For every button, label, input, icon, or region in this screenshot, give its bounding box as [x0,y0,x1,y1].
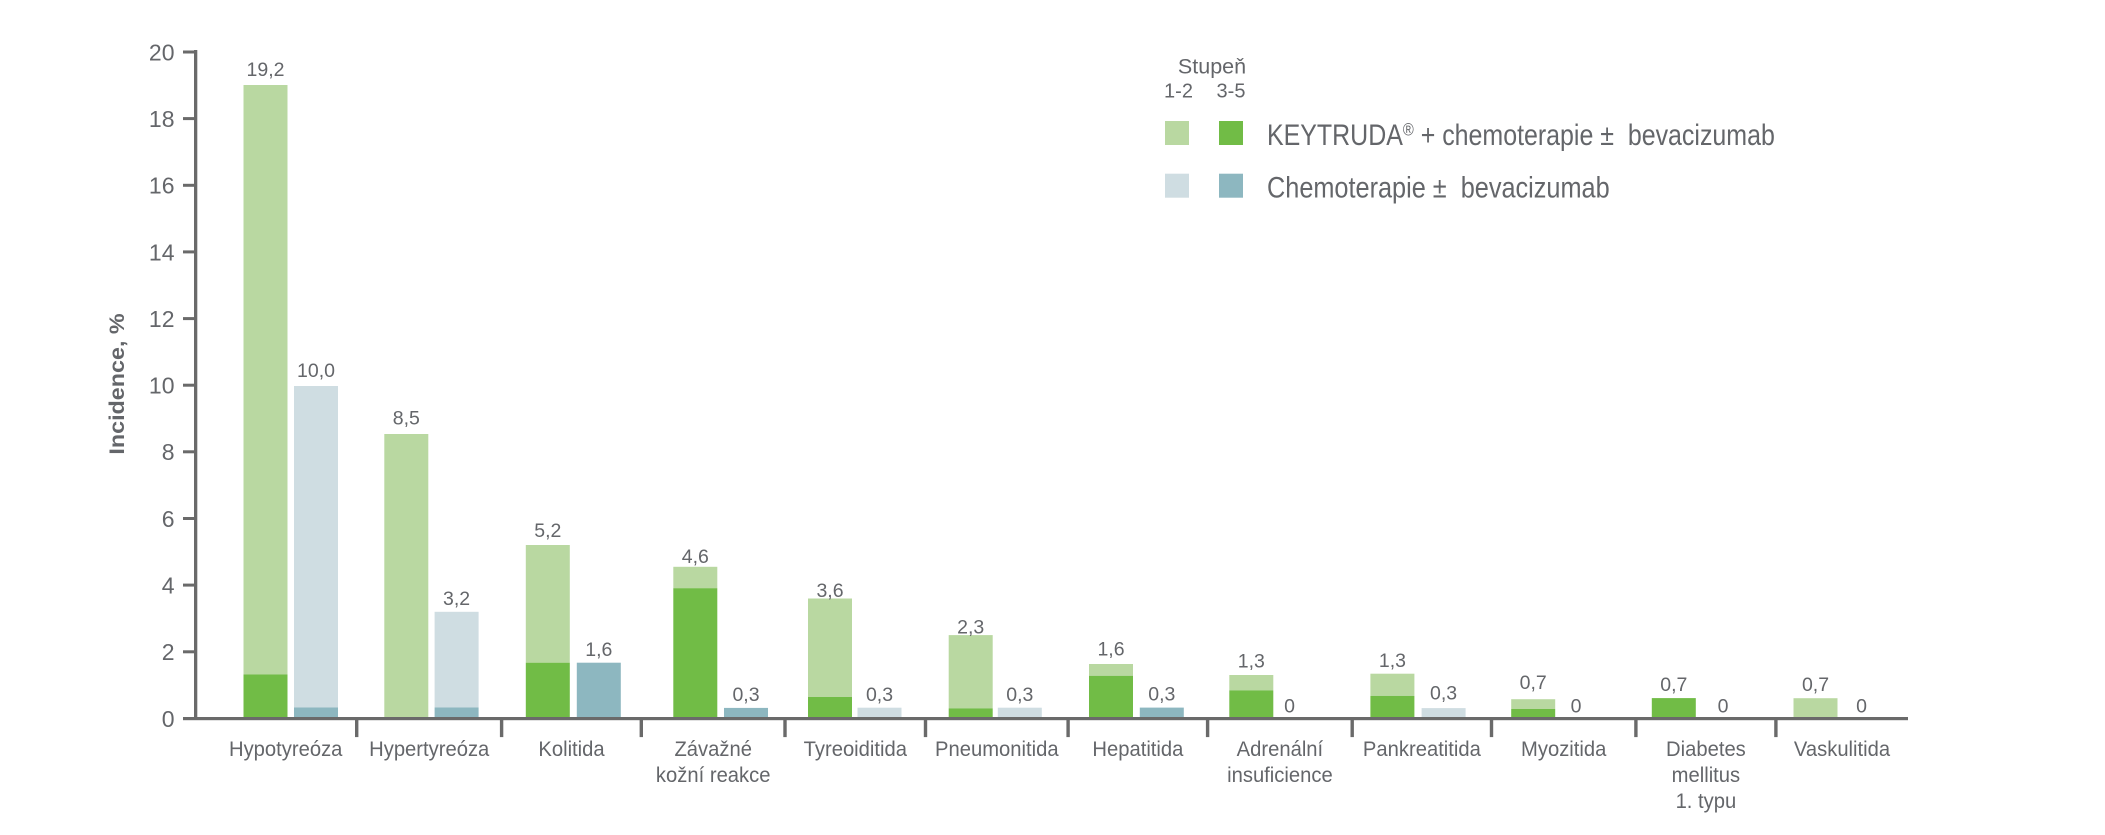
svg-text:0: 0 [1856,696,1867,718]
svg-text:0: 0 [1718,696,1729,718]
svg-text:1. typu: 1. typu [1676,789,1737,813]
svg-text:0,7: 0,7 [1660,674,1687,696]
svg-text:0,3: 0,3 [1430,683,1457,705]
svg-text:1-2: 1-2 [1164,80,1193,102]
svg-text:18: 18 [149,106,175,132]
svg-text:0,7: 0,7 [1802,674,1829,696]
svg-text:3,6: 3,6 [816,580,843,602]
svg-text:Pankreatitida: Pankreatitida [1363,737,1481,761]
svg-text:2: 2 [162,639,175,665]
svg-text:16: 16 [149,173,175,199]
svg-text:KEYTRUDA® + chemoterapie ± be: KEYTRUDA® + chemoterapie ± bevacizumab [1267,118,1775,151]
svg-text:8: 8 [162,439,175,465]
svg-text:0,3: 0,3 [1006,684,1033,706]
svg-text:0: 0 [1571,696,1582,718]
svg-text:1,3: 1,3 [1238,651,1265,673]
svg-text:5,2: 5,2 [534,520,561,542]
svg-text:12: 12 [149,306,175,332]
svg-text:3-5: 3-5 [1217,80,1246,102]
svg-text:Vaskulitida: Vaskulitida [1794,737,1891,761]
svg-text:Pneumonitida: Pneumonitida [935,737,1059,761]
svg-text:Stupeň: Stupeň [1178,55,1246,79]
svg-text:0: 0 [162,706,175,732]
svg-text:0: 0 [1284,696,1295,718]
svg-text:Hypotyreóza: Hypotyreóza [229,737,343,761]
svg-text:6: 6 [162,506,175,532]
svg-text:Chemoterapie ± bevacizumab: Chemoterapie ± bevacizumab [1267,171,1610,204]
svg-text:1,6: 1,6 [1097,638,1124,660]
svg-text:0,3: 0,3 [866,684,893,706]
svg-text:Závažné: Závažné [674,737,752,761]
svg-text:3,2: 3,2 [443,588,470,610]
svg-text:Diabetes: Diabetes [1666,737,1746,761]
svg-text:0,3: 0,3 [1148,684,1175,706]
svg-text:Kolitida: Kolitida [538,737,605,761]
svg-text:14: 14 [149,239,175,265]
svg-text:Hepatitida: Hepatitida [1092,737,1183,761]
svg-text:Incidence, %: Incidence, % [105,313,129,454]
svg-text:Adrenální: Adrenální [1237,737,1324,761]
svg-text:Myozitida: Myozitida [1521,737,1607,761]
svg-text:10,0: 10,0 [297,360,335,382]
svg-text:Hypertyreóza: Hypertyreóza [369,737,490,761]
svg-text:Tyreoiditida: Tyreoiditida [804,737,908,761]
svg-text:4: 4 [162,573,175,599]
svg-text:1,3: 1,3 [1379,650,1406,672]
svg-text:mellitus: mellitus [1672,763,1740,787]
svg-text:8,5: 8,5 [393,407,420,429]
svg-text:10: 10 [149,373,175,399]
svg-text:19,2: 19,2 [247,59,285,81]
svg-text:insuficience: insuficience [1227,763,1333,787]
svg-text:1,6: 1,6 [585,639,612,661]
svg-text:0,7: 0,7 [1520,672,1547,694]
svg-text:2,3: 2,3 [957,616,984,638]
svg-text:20: 20 [149,39,175,65]
svg-text:0,3: 0,3 [732,684,759,706]
svg-text:kožní reakce: kožní reakce [656,763,771,787]
svg-text:4,6: 4,6 [682,546,709,568]
